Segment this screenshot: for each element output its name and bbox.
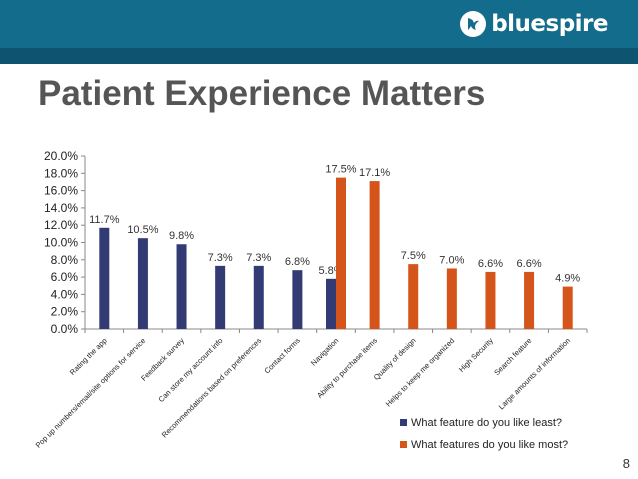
y-tick-label: 16.0%: [44, 184, 78, 198]
y-tick-label: 8.0%: [51, 253, 79, 267]
slide-title: Patient Experience Matters: [38, 74, 486, 113]
category-label: Contact forms: [262, 336, 302, 376]
bar-most: [485, 271, 496, 329]
bar-least: [292, 270, 303, 329]
y-tick-label: 18.0%: [44, 166, 78, 180]
y-tick-label: 4.0%: [51, 287, 79, 301]
legend-label: What features do you like most?: [411, 439, 568, 451]
data-label: 7.0%: [439, 254, 464, 266]
y-tick-label: 6.0%: [51, 270, 79, 284]
data-label: 7.5%: [401, 250, 426, 262]
legend-label: What feature do you like least?: [411, 417, 562, 429]
data-label: 9.8%: [169, 230, 194, 242]
data-label: 4.9%: [555, 273, 580, 285]
data-label: 6.6%: [517, 258, 542, 270]
page-number: 8: [622, 456, 630, 471]
y-tick-label: 14.0%: [44, 201, 78, 215]
legend-swatch: [400, 419, 407, 426]
bar-least: [215, 265, 226, 329]
data-label: 10.5%: [127, 224, 158, 236]
data-label: 11.7%: [89, 214, 120, 226]
y-tick-label: 12.0%: [44, 218, 78, 232]
data-label: 6.8%: [285, 256, 310, 268]
bar-least: [99, 227, 110, 329]
brand-logo: bluespire: [459, 9, 608, 39]
y-tick-label: 2.0%: [51, 305, 79, 319]
data-label: 17.1%: [359, 167, 390, 179]
category-label: Navigation: [309, 336, 340, 367]
bar-least: [137, 238, 148, 329]
header-band: [0, 0, 638, 48]
category-label: High Security: [457, 336, 495, 374]
bar-least: [326, 278, 336, 329]
header-stripe: [0, 48, 638, 64]
bar-least: [253, 265, 264, 329]
data-label: 17.5%: [325, 164, 356, 176]
category-label: Search feature: [492, 336, 533, 377]
bar-least: [176, 244, 187, 329]
bar-most: [336, 177, 346, 329]
bar-most: [446, 268, 457, 329]
data-label: 6.6%: [478, 258, 503, 270]
data-label: 7.3%: [208, 252, 233, 264]
y-tick-label: 10.0%: [44, 236, 78, 250]
category-label: Rating the app: [68, 336, 109, 377]
data-label: 7.3%: [246, 252, 271, 264]
legend-swatch: [400, 441, 407, 448]
bar-most: [524, 271, 535, 329]
bar-most: [408, 264, 419, 329]
bar-most: [369, 181, 380, 329]
bar-most: [562, 286, 573, 329]
category-label: Large amounts of information: [497, 336, 572, 411]
category-label: Can store my account info: [157, 336, 225, 404]
brand-name: bluespire: [491, 11, 608, 37]
bluespire-logo-icon: [460, 11, 487, 37]
category-label: Helps to keep me organized: [384, 336, 456, 408]
y-tick-label: 20.0%: [44, 149, 78, 163]
y-tick-label: 0.0%: [51, 322, 79, 336]
